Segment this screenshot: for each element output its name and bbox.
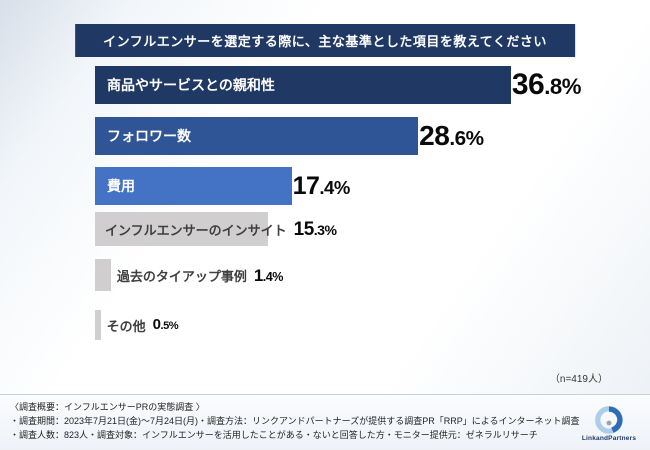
bar-row: 過去のタイアップ事例 1.4% xyxy=(95,259,632,291)
survey-period-line: ・調査期間：2023年7月21日(金)〜7月24日(月)・調査方法：リンクアンド… xyxy=(10,415,580,426)
bar-value: 28.6% xyxy=(419,120,484,151)
bar-label: フォロワー数 xyxy=(107,128,191,144)
company-logo: LinkandPartners xyxy=(578,405,640,442)
bar-row: フォロワー数 28.6% xyxy=(95,117,632,155)
logo-text: LinkandPartners xyxy=(581,435,637,442)
bar-label: その他 xyxy=(106,318,146,334)
survey-respondents-line: ・調査人数：823人・調査対象：インフルエンサーを活用したことがある・ないと回答… xyxy=(10,429,538,440)
bar xyxy=(95,310,101,340)
bar-row: 商品やサービスとの親和性 36.8% xyxy=(95,66,632,104)
bar-label: 商品やサービスとの親和性 xyxy=(107,77,275,93)
bar-value: 36.8% xyxy=(511,68,582,101)
bar-row: 費用 17.4% xyxy=(95,167,632,205)
bar-label: 費用 xyxy=(107,178,135,194)
bar-value: 0.5% xyxy=(152,316,179,334)
logo-icon xyxy=(595,406,623,434)
sample-size-note: （n=419人） xyxy=(549,374,608,385)
survey-details: 〈調査概要：インフルエンサーPRの実態調査 〉 ・調査期間：2023年7月21日… xyxy=(0,394,650,450)
bar xyxy=(95,66,511,104)
bar-value: 17.4% xyxy=(292,171,351,200)
bar-label: 過去のタイアップ事例 xyxy=(116,268,247,284)
bar-label: インフルエンサーのインサイト xyxy=(105,222,287,238)
chart-title: インフルエンサーを選定する際に、主な基準とした項目を教えてください xyxy=(75,24,575,57)
bar-row: インフルエンサーのインサイト 15.3% xyxy=(95,212,632,246)
bar xyxy=(95,212,268,246)
bar xyxy=(95,259,111,291)
bar xyxy=(95,167,292,205)
bar xyxy=(95,117,419,155)
bar-row: その他 0.5% xyxy=(95,310,632,340)
bar-value: 15.3% xyxy=(293,218,337,240)
survey-overview-line: 〈調査概要：インフルエンサーPRの実態調査 〉 xyxy=(10,402,205,412)
bar-value: 1.4% xyxy=(253,265,284,285)
